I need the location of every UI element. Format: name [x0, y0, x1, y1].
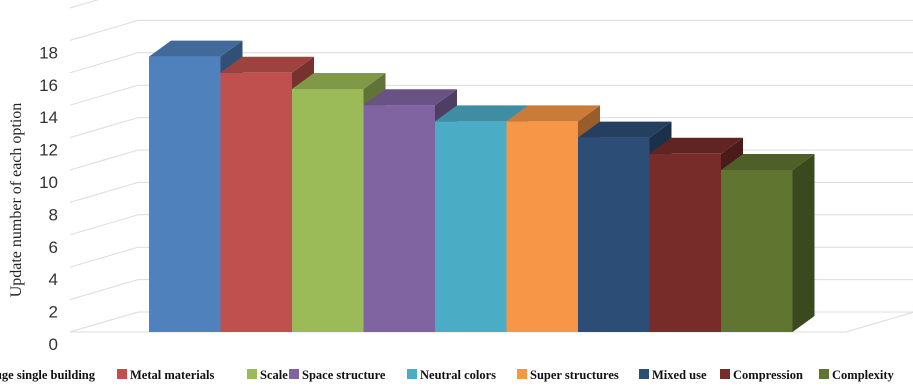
legend-item: Neutral colors [407, 368, 496, 382]
bar-top [578, 121, 672, 138]
bar-front [363, 105, 435, 332]
bar-front [435, 121, 507, 333]
bar-top [149, 40, 243, 57]
legend-swatch [289, 369, 299, 379]
gridline [69, 117, 913, 139]
y-tick-label: 10 [39, 173, 58, 192]
gridline [69, 0, 99, 9]
y-tick-label: 6 [49, 238, 58, 257]
bar-front [649, 153, 721, 332]
y-tick-label: 16 [39, 76, 58, 95]
legend-swatch [720, 369, 730, 379]
bar-front [292, 89, 364, 332]
bar-top [721, 154, 815, 170]
y-axis-label: Update number of each option [8, 103, 25, 298]
legend-label: Super structures [530, 368, 619, 382]
floor-right-edge [845, 311, 913, 333]
legend-swatch [117, 369, 127, 379]
gridline [69, 84, 913, 106]
y-tick-label: 8 [49, 205, 58, 224]
y-axis-ticks: 0 2 4 6 8 10 12 14 16 18 [39, 43, 58, 354]
legend-swatch [407, 369, 417, 379]
legend-swatch [517, 369, 527, 379]
bar-front [721, 170, 793, 332]
bar-front [220, 72, 292, 333]
legend-label: Metal materials [130, 368, 214, 382]
bar-front [506, 121, 578, 333]
legend-label: Complexity [832, 368, 895, 382]
bars [149, 40, 815, 333]
legend-swatch [247, 369, 257, 379]
y-tick-label: 2 [49, 303, 58, 322]
legend-label: Neutral colors [420, 368, 496, 382]
gridline [69, 19, 913, 41]
bar-top [363, 89, 457, 106]
bar-top [292, 73, 386, 89]
legend-item: Compression [720, 368, 803, 382]
legend-item: huge single building [0, 368, 96, 382]
legend-label: Mixed use [652, 368, 707, 382]
legend-item: Mixed use [639, 368, 707, 382]
bar-front [578, 137, 650, 332]
y-tick-label: 4 [49, 270, 58, 289]
legend-item: Complexity [819, 368, 895, 382]
bar-front [149, 56, 221, 332]
y-tick-label: 18 [39, 43, 58, 62]
legend-item: Scale [247, 368, 288, 382]
legend-item: Metal materials [117, 368, 214, 382]
bar-top [649, 137, 743, 154]
legend-swatch [639, 369, 649, 379]
y-tick-label: 0 [49, 335, 58, 354]
bar [721, 154, 815, 332]
bar-top [506, 105, 600, 122]
gridline [69, 52, 913, 74]
y-tick-label: 12 [39, 141, 58, 160]
legend-label: Scale [260, 368, 288, 382]
legend-item: Super structures [517, 368, 619, 382]
legend-item: Space structure [289, 368, 386, 382]
legend-swatch [819, 369, 829, 379]
legend: huge single building Metal materials Scale… [0, 368, 895, 382]
bar-side [792, 154, 815, 332]
y-tick-label: 14 [39, 108, 58, 127]
bar-top [220, 56, 314, 73]
legend-label: huge single building [0, 368, 96, 382]
bar-top [435, 105, 529, 122]
legend-label: Space structure [302, 368, 386, 382]
legend-label: Compression [733, 368, 803, 382]
